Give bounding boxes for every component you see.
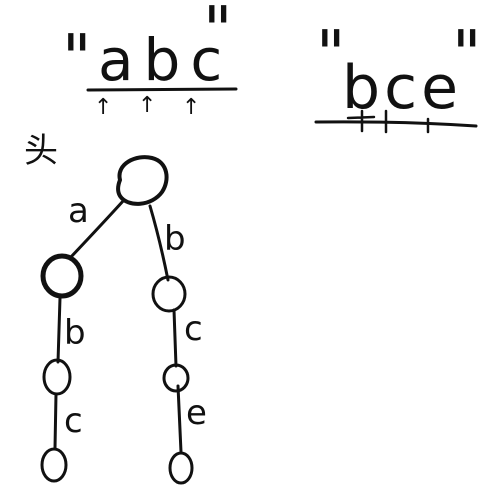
pointer-arrow-3: ↑ <box>182 95 200 120</box>
node-right-level1 <box>151 275 187 313</box>
string-bce-pointers <box>346 109 430 134</box>
string-abc: " abc " ↑ ↑ ↑ <box>62 0 238 120</box>
node-left-level1 <box>40 253 84 299</box>
root-node <box>116 155 169 206</box>
edge-root-to-a <box>68 198 126 260</box>
edge-c-to-e <box>176 384 183 454</box>
node-left-level3 <box>40 447 68 483</box>
edge-root-to-b <box>148 204 170 282</box>
string-bce-text: bce <box>342 53 462 123</box>
string-abc-underline <box>86 87 238 92</box>
pointer-arrow-2: ↑ <box>138 93 156 118</box>
edge-label-right-c: c <box>184 309 203 349</box>
edge-b-to-c <box>172 308 178 368</box>
string-abc-text: abc <box>98 26 232 94</box>
head-label: 头 <box>24 131 58 171</box>
edge-label-right-b: b <box>164 219 186 259</box>
trie-edges <box>53 198 183 454</box>
edge-b-to-c-left <box>53 392 58 450</box>
node-left-level2 <box>42 358 72 396</box>
edge-label-a: a <box>68 191 89 231</box>
node-right-level2 <box>162 363 190 393</box>
node-right-level3 <box>168 451 194 485</box>
pointer-arrow-1: ↑ <box>94 95 112 120</box>
string-bce: " bce " <box>314 18 481 134</box>
quote-open-bce: " <box>316 18 345 92</box>
quote-close-bce: " <box>452 18 481 92</box>
left-branch-labels: a b c <box>64 191 89 441</box>
trie-nodes <box>40 155 194 485</box>
quote-open-abc: " <box>62 22 91 96</box>
quote-close-abc: " <box>203 0 232 68</box>
edge-label-left-c: c <box>64 401 83 441</box>
edge-a-to-b <box>56 296 62 364</box>
edge-label-left-b: b <box>64 313 86 353</box>
right-branch-labels: b c e <box>164 219 207 433</box>
edge-label-e: e <box>186 393 207 433</box>
string-bce-underline <box>314 120 478 128</box>
